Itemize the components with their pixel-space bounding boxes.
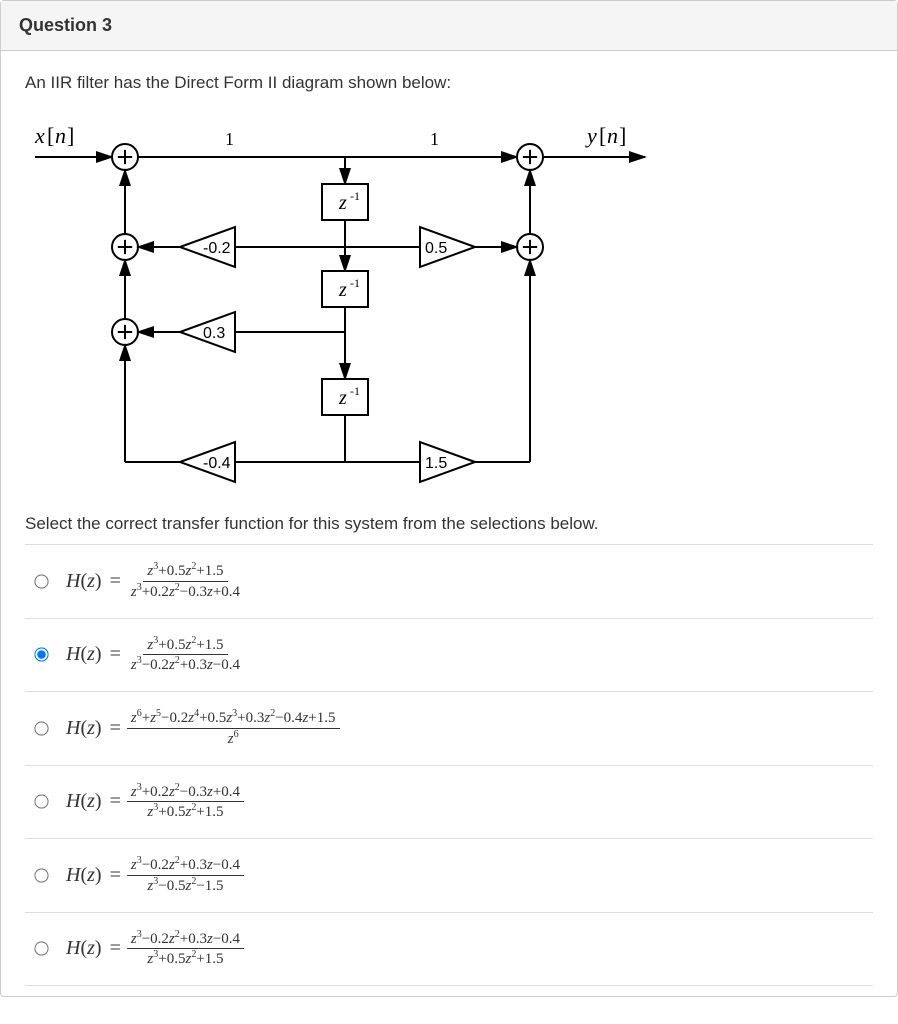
option-radio[interactable] — [34, 574, 48, 588]
svg-text:0.3: 0.3 — [203, 325, 225, 342]
select-text: Select the correct transfer function for… — [25, 514, 873, 534]
svg-text:1.5: 1.5 — [425, 455, 447, 472]
option-row[interactable]: H(z)=z3+0.5z2+1.5z3−0.2z2+0.3z−0.4 — [25, 619, 873, 693]
option-row[interactable]: H(z)=z3−0.2z2+0.3z−0.4z3+0.5z2+1.5 — [25, 913, 873, 987]
svg-text:n: n — [55, 123, 66, 148]
option-formula: H(z)=z3+0.2z2−0.3z+0.4z3+0.5z2+1.5 — [66, 782, 244, 823]
option-formula: H(z)=z3+0.5z2+1.5z3−0.2z2+0.3z−0.4 — [66, 635, 244, 676]
svg-text:1: 1 — [225, 129, 234, 149]
prompt-text: An IIR filter has the Direct Form II dia… — [25, 73, 873, 93]
option-row[interactable]: H(z)=z3−0.2z2+0.3z−0.4z3−0.5z2−1.5 — [25, 839, 873, 913]
option-radio[interactable] — [34, 942, 48, 956]
svg-text:]: ] — [67, 123, 74, 148]
option-formula: H(z)=z6+z5−0.2z4+0.5z3+0.3z2−0.4z+1.5z6 — [66, 708, 340, 749]
options-list: H(z)=z3+0.5z2+1.5z3+0.2z2−0.3z+0.4 H(z)=z… — [25, 544, 873, 986]
svg-text:-1: -1 — [350, 276, 360, 290]
option-formula: H(z)=z3−0.2z2+0.3z−0.4z3−0.5z2−1.5 — [66, 855, 244, 896]
df2-svg: x[n]y[n]11z-1z-1z-1-0.20.50.3-0.41.5 — [25, 107, 665, 497]
svg-text:z: z — [338, 387, 347, 409]
svg-text:z: z — [338, 192, 347, 214]
question-card: Question 3 An IIR filter has the Direct … — [0, 0, 898, 997]
question-body: An IIR filter has the Direct Form II dia… — [1, 51, 897, 996]
question-title: Question 3 — [19, 15, 112, 35]
option-formula: H(z)=z3+0.5z2+1.5z3+0.2z2−0.3z+0.4 — [66, 561, 244, 602]
svg-text:]: ] — [619, 123, 626, 148]
option-formula: H(z)=z3−0.2z2+0.3z−0.4z3+0.5z2+1.5 — [66, 929, 244, 970]
option-row[interactable]: H(z)=z3+0.2z2−0.3z+0.4z3+0.5z2+1.5 — [25, 766, 873, 840]
option-row[interactable]: H(z)=z3+0.5z2+1.5z3+0.2z2−0.3z+0.4 — [25, 545, 873, 619]
svg-text:-1: -1 — [350, 189, 360, 203]
svg-text:n: n — [607, 123, 618, 148]
question-header: Question 3 — [1, 1, 897, 51]
svg-text:[: [ — [599, 123, 606, 148]
svg-text:[: [ — [47, 123, 54, 148]
svg-text:-1: -1 — [350, 384, 360, 398]
svg-text:y: y — [585, 123, 597, 148]
option-radio[interactable] — [34, 868, 48, 882]
option-radio[interactable] — [34, 648, 48, 662]
svg-text:0.5: 0.5 — [425, 240, 447, 257]
svg-text:-0.4: -0.4 — [203, 455, 231, 472]
option-radio[interactable] — [34, 795, 48, 809]
option-radio[interactable] — [34, 721, 48, 735]
svg-text:1: 1 — [430, 129, 439, 149]
svg-text:z: z — [338, 279, 347, 301]
filter-diagram: x[n]y[n]11z-1z-1z-1-0.20.50.3-0.41.5 — [25, 107, 873, 502]
option-row[interactable]: H(z)=z6+z5−0.2z4+0.5z3+0.3z2−0.4z+1.5z6 — [25, 692, 873, 766]
svg-text:-0.2: -0.2 — [203, 240, 231, 257]
svg-text:x: x — [34, 123, 45, 148]
